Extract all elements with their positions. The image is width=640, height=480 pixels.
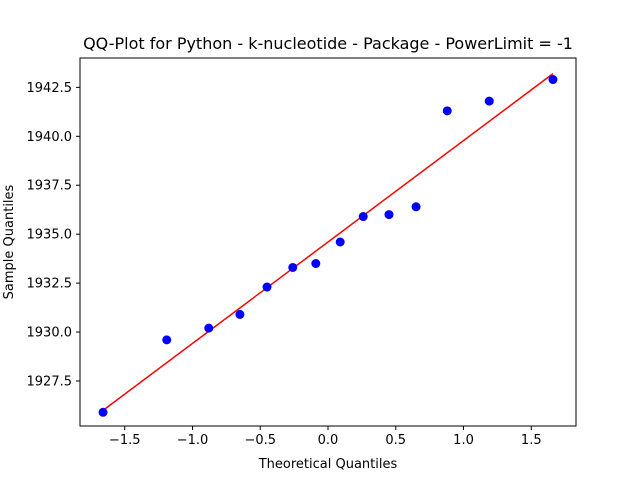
x-tick-label: 0.0	[318, 433, 339, 448]
data-point	[384, 210, 394, 220]
reference-line	[102, 73, 554, 411]
plot-marks	[98, 73, 558, 417]
data-point	[358, 212, 368, 222]
data-point	[484, 96, 494, 106]
data-point	[98, 407, 108, 417]
data-point	[548, 75, 558, 85]
x-tick-label: 1.0	[453, 433, 474, 448]
data-point	[335, 237, 345, 247]
x-tick-label: 0.5	[385, 433, 406, 448]
y-tick-label: 1927.5	[27, 374, 73, 389]
y-tick-label: 1940.0	[27, 130, 73, 145]
x-axis-ticks: −1.5 −1.0 −0.5 0.0 0.5 1.0 1.5	[109, 426, 542, 448]
data-point	[262, 282, 272, 292]
data-point	[288, 262, 298, 272]
y-tick-label: 1937.5	[27, 179, 73, 194]
data-point	[162, 335, 172, 345]
y-axis-ticks: 1927.5 1930.0 1932.5 1935.0 1937.5 1940.0 1942…	[27, 81, 80, 389]
y-axis-label: Sample Quantiles	[2, 184, 17, 299]
x-tick-label: −1.5	[109, 433, 141, 448]
x-axis-label: Theoretical Quantiles	[258, 457, 398, 472]
y-tick-label: 1932.5	[27, 277, 73, 292]
y-tick-label: 1930.0	[27, 326, 73, 341]
x-tick-label: −0.5	[244, 433, 276, 448]
data-point	[311, 259, 321, 269]
x-tick-label: 1.5	[521, 433, 542, 448]
data-point	[411, 202, 421, 212]
y-tick-label: 1942.5	[27, 81, 73, 96]
chart-title: QQ-Plot for Python - k-nucleotide - Pack…	[83, 34, 573, 53]
data-point	[204, 323, 214, 333]
data-point	[442, 106, 452, 116]
x-tick-label: −1.0	[177, 433, 209, 448]
y-tick-label: 1935.0	[27, 228, 73, 243]
data-point	[235, 309, 245, 319]
